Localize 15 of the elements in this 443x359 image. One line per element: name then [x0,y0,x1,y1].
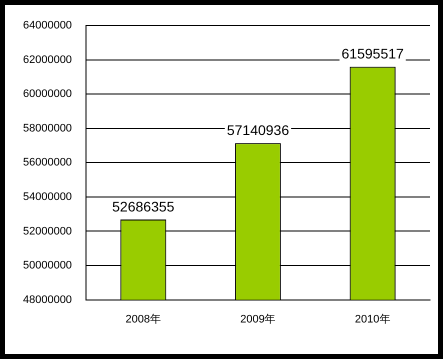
y-tick-label: 54000000 [22,191,72,204]
data-label: 57140936 [226,122,290,138]
y-tick-label: 50000000 [22,260,72,272]
y-tick-label: 48000000 [22,294,72,306]
y-tick-label: 52000000 [22,225,72,238]
data-label: 61595517 [342,46,404,62]
y-tick-label: 64000000 [22,20,72,32]
y-tick-label: 60000000 [22,88,72,100]
x-tick-label: 2008年 [126,313,162,326]
x-tick-label: 2010年 [354,313,390,326]
data-label: 52686355 [112,198,175,214]
y-tick-label: 62000000 [22,54,72,66]
y-tick-label: 56000000 [22,156,72,169]
x-tick-label: 2009年 [240,313,276,326]
y-tick-label: 58000000 [22,122,72,134]
